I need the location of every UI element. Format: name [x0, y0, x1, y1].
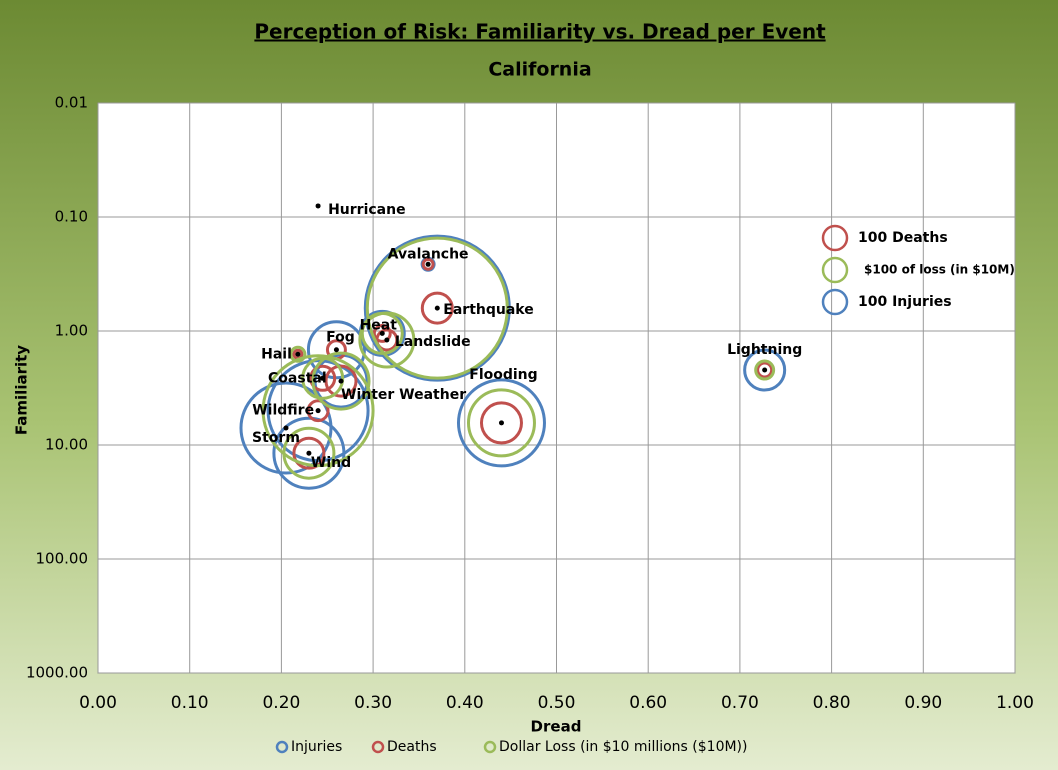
legend-marker: [483, 740, 497, 754]
point: [306, 450, 312, 456]
bubble: [358, 311, 416, 369]
size-legend-label: 100 Deaths: [858, 230, 948, 246]
bubble: [309, 364, 337, 392]
bubble: [363, 234, 511, 382]
point-label: Avalanche: [388, 246, 469, 262]
y-tick-label: 100.00: [36, 550, 89, 568]
legend-label: Deaths: [387, 739, 437, 755]
x-tick-label: 0.10: [171, 693, 209, 713]
bubble: [292, 436, 326, 470]
bubble: [365, 236, 509, 380]
point-label: Fog: [326, 330, 355, 346]
point-label: Wind: [311, 455, 351, 471]
point: [384, 337, 390, 343]
point-label: Hail: [261, 346, 292, 362]
point-label: Heat: [360, 317, 398, 333]
point: [425, 261, 431, 267]
legend-label: Injuries: [291, 739, 342, 755]
y-tick-label: 1000.00: [26, 664, 88, 682]
x-axis-label: Dread: [531, 718, 582, 736]
bubble: [743, 348, 787, 392]
point-label: Coastal: [268, 370, 327, 386]
bubble: [324, 364, 358, 398]
point-label: Wildfire: [252, 403, 314, 419]
y-tick-label: 1.00: [55, 322, 88, 340]
size-legend-label: $100 of loss (in $10M): [864, 263, 1015, 277]
bubble: [282, 426, 336, 480]
bubble: [311, 351, 371, 411]
size-legend-marker: [821, 288, 849, 316]
x-tick-label: 0.80: [813, 693, 851, 713]
point-label: Landslide: [395, 334, 471, 350]
bubble: [479, 401, 523, 445]
point: [338, 378, 344, 384]
size-legend-marker: [821, 256, 849, 284]
bubble: [306, 399, 330, 423]
point: [283, 425, 289, 431]
x-tick-label: 0.90: [904, 693, 942, 713]
legend-label: Dollar Loss (in $10 millions ($10M)): [499, 739, 747, 755]
bubble: [756, 361, 774, 379]
size-legend-marker: [821, 224, 849, 252]
bubble: [272, 416, 346, 490]
bubble: [421, 257, 435, 271]
chart-title: Perception of Risk: Familiarity vs. Drea…: [254, 20, 826, 44]
bubble: [466, 388, 536, 458]
bubble: [456, 378, 546, 468]
x-tick-label: 0.50: [538, 693, 576, 713]
bubble: [372, 323, 392, 343]
point: [434, 305, 440, 311]
point: [315, 408, 321, 414]
point-label: Hurricane: [328, 202, 406, 218]
x-tick-label: 0.70: [721, 693, 759, 713]
bubble: [261, 354, 375, 468]
point-label: Storm: [252, 430, 300, 446]
legend-marker: [371, 740, 385, 754]
point: [379, 330, 385, 336]
x-tick-label: 0.20: [262, 693, 300, 713]
bubble: [313, 353, 369, 409]
x-tick-label: 0.30: [354, 693, 392, 713]
x-tick-label: 0.00: [79, 693, 117, 713]
x-tick-label: 0.40: [446, 693, 484, 713]
point-label: Earthquake: [443, 302, 533, 318]
x-tick-label: 0.60: [629, 693, 667, 713]
point-label: Flooding: [469, 367, 537, 383]
y-tick-label: 0.01: [55, 94, 88, 112]
bubble: [306, 320, 366, 380]
point: [315, 203, 321, 209]
point: [498, 420, 504, 426]
y-tick-label: 10.00: [45, 436, 88, 454]
point: [320, 375, 326, 381]
y-tick-label: 0.10: [55, 208, 88, 226]
bubble: [754, 359, 776, 381]
size-legend-label: 100 Injuries: [858, 294, 952, 310]
point: [762, 367, 768, 373]
point: [333, 347, 339, 353]
bubble: [375, 328, 399, 352]
bubble: [289, 345, 307, 363]
bubble: [239, 381, 333, 475]
legend-marker: [275, 740, 289, 754]
x-tick-label: 1.00: [996, 693, 1034, 713]
y-axis-label: Familiarity: [13, 345, 31, 435]
point-label: Winter Weather: [341, 387, 466, 403]
point-label: Lightning: [727, 342, 802, 358]
bubble: [420, 291, 454, 325]
point: [295, 351, 301, 357]
chart-subtitle: California: [488, 59, 591, 81]
